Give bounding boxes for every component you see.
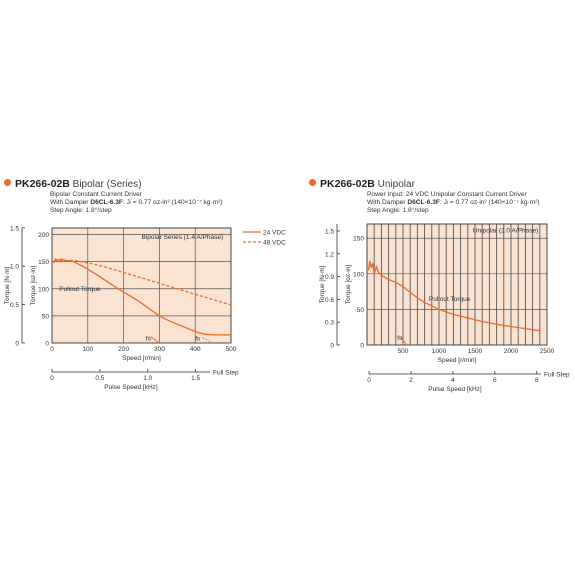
axis-title-nm: Torque [N·m] [319, 266, 326, 304]
tick-label-speed: 0 [50, 346, 54, 353]
damper-line: With Damper D6CL-6.3F: Jₗ = 0.77 oz-in² … [367, 199, 540, 207]
tick-label-pulse: 0 [367, 377, 371, 384]
chart-title: PK266-02B Bipolar (Series) [4, 178, 142, 190]
bullet-icon [4, 179, 11, 186]
tick-label-speed: 500 [398, 348, 409, 355]
axis-title-pulse: Pulse Speed [kHz] [104, 384, 158, 391]
tick-label-ozin: 100 [38, 286, 49, 293]
legend-label-48vdc: 48 VDC [263, 240, 286, 247]
tick-label-ozin: 50 [357, 307, 365, 314]
series-line [367, 260, 540, 332]
series-line [400, 336, 407, 346]
model-name: PK266-02B [15, 178, 70, 190]
legend-note: Bipolar Series (1.4 A/Phase) [142, 234, 224, 241]
damper-inertia: : Jₗ = 0.77 oz-in² (140×10⁻⁷ kg·m²) [439, 199, 540, 206]
pullout-torque-label: Pullout Torque [429, 296, 471, 303]
series-line [202, 337, 214, 344]
tick-label-speed: 1500 [468, 348, 483, 355]
pullout-torque-label: Pullout Torque [59, 286, 101, 293]
plot-frame [51, 227, 232, 344]
tick-label-nm: 1.2 [325, 251, 334, 258]
tick-label-nm: 0.3 [325, 320, 334, 327]
full-step-label: Full Step [213, 370, 239, 377]
tick-label-nm: 0.5 [10, 302, 19, 309]
tick-label-nm: 1.5 [10, 225, 19, 232]
tick-label-speed: 2000 [504, 348, 519, 355]
tick-label-nm: 0 [15, 341, 19, 348]
tick-label-nm: 0.6 [325, 297, 334, 304]
tick-label-pulse: 1.5 [191, 375, 200, 382]
tick-label-speed: 2500 [540, 348, 555, 355]
tick-label-speed: 100 [82, 346, 93, 353]
step-angle: Step Angle: 1.8°/step [367, 207, 429, 214]
tick-label-nm: 0 [330, 343, 334, 350]
legend-label-24vdc: 24 VDC [263, 230, 286, 237]
damper-inertia: : Jₗ = 0.77 oz-in² (140×10⁻⁷ kg·m²) [122, 199, 223, 206]
tick-label-speed: 400 [190, 346, 201, 353]
model-variant: Bipolar (Series) [72, 179, 142, 190]
fs-label: fs [195, 335, 201, 342]
fs-label: fs [146, 335, 152, 342]
power-line: Power Input: 24 VDC Unipolar Constant Cu… [367, 191, 527, 198]
driver-line: Bipolar Constant Current Driver [50, 191, 142, 198]
torque-chart-bipolar: 0 50 100 150 200 0 0.5 1.0 1.5 Torque [N·m] Torque… [4, 225, 286, 391]
damper-prefix: With Damper [367, 199, 408, 206]
axis-title-speed: Speed [r/min] [438, 357, 477, 364]
axis-title-ozin: Torque [oz-in] [30, 266, 37, 306]
tick-label-speed: 200 [118, 346, 129, 353]
tick-label-ozin: 50 [42, 313, 50, 320]
model-name: PK266-02B [320, 178, 375, 190]
axis-title-speed: Speed [r/min] [122, 355, 161, 362]
tick-label-nm: 1.0 [10, 264, 19, 271]
plot-area [367, 224, 547, 345]
tick-label-speed: 300 [154, 346, 165, 353]
series-line [53, 257, 232, 306]
chart-title: PK266-02B Unipolar [309, 178, 415, 190]
damper-model: D6CL-6.3F [90, 199, 123, 206]
tick-label-ozin: 200 [38, 232, 49, 239]
tick-label-pulse: 0.5 [95, 375, 104, 382]
fs-label: fs [397, 335, 403, 342]
tick-label-nm: 1.5 [325, 228, 334, 235]
tick-label-pulse: 1.0 [143, 375, 152, 382]
tick-label-pulse: 6 [493, 377, 497, 384]
damper-prefix: With Damper [50, 199, 91, 206]
tick-label-speed: 1000 [432, 348, 447, 355]
bullet-icon [309, 179, 316, 186]
tick-label-speed: 500 [226, 346, 237, 353]
tick-label-pulse: 0 [50, 375, 54, 382]
damper-line: With Damper D6CL-6.3F: Jₗ = 0.77 oz-in² … [50, 199, 223, 207]
step-angle: Step Angle: 1.8°/step [50, 207, 112, 214]
tick-label-ozin: 150 [353, 236, 364, 243]
plot-frame [366, 223, 548, 346]
plot-area [52, 228, 231, 343]
tick-label-nm: 0.9 [325, 274, 334, 281]
tick-label-ozin: 100 [353, 271, 364, 278]
legend-note: Unipolar (2.0 A/Phase) [473, 228, 538, 235]
model-variant: Unipolar [377, 179, 415, 190]
tick-label-pulse: 4 [451, 377, 455, 384]
full-step-label: Full Step [544, 372, 570, 379]
series-line [150, 336, 160, 344]
tick-label-ozin: 0 [45, 341, 49, 348]
tick-label-pulse: 2 [409, 377, 413, 384]
tick-label-ozin: 0 [360, 343, 364, 350]
damper-model: D6CL-6.3F [407, 199, 440, 206]
axis-title-nm: Torque [N·m] [4, 267, 11, 305]
series-line [53, 257, 231, 336]
tick-label-ozin: 150 [38, 259, 49, 266]
axis-title-pulse: Pulse Speed [kHz] [428, 386, 482, 393]
tick-label-pulse: 8 [535, 377, 539, 384]
axis-title-ozin: Torque [oz-in] [345, 265, 352, 305]
